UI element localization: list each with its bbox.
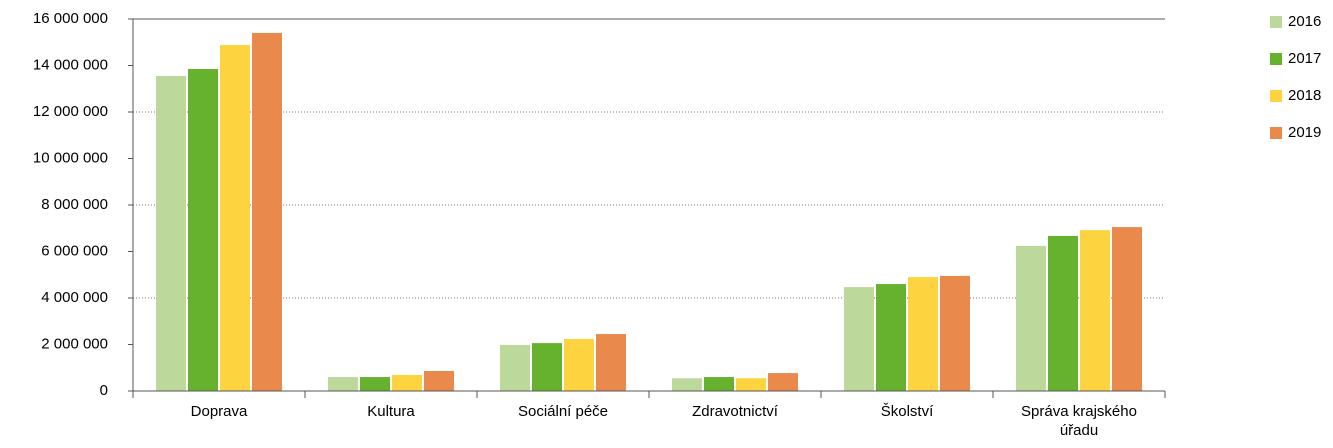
y-tick-label: 0 xyxy=(100,382,108,399)
bar xyxy=(424,371,454,391)
bar xyxy=(220,45,250,391)
legend-swatch xyxy=(1270,127,1282,139)
x-tick-label: Sociální péče xyxy=(517,403,609,420)
bar xyxy=(672,378,702,391)
y-tick-label: 4 000 000 xyxy=(41,289,108,306)
bar xyxy=(704,377,734,391)
bar xyxy=(1080,230,1110,391)
bar xyxy=(596,334,626,391)
bar xyxy=(532,343,562,391)
bar xyxy=(156,75,186,392)
legend-label: 2018 xyxy=(1288,87,1321,104)
x-tick-label: Doprava xyxy=(190,403,248,420)
bar xyxy=(908,277,938,391)
bar xyxy=(392,374,422,391)
legend-swatch xyxy=(1270,90,1282,102)
legend-swatch xyxy=(1270,53,1282,65)
bar xyxy=(500,344,530,391)
y-tick-label: 8 000 000 xyxy=(41,196,108,213)
bar xyxy=(1048,235,1078,391)
bar xyxy=(564,338,594,391)
x-tick-label: Zdravotnictví xyxy=(692,403,778,420)
bar xyxy=(844,287,874,391)
y-tick-label: 16 000 000 xyxy=(33,10,108,27)
bar xyxy=(252,32,282,391)
bar xyxy=(188,68,218,392)
bar xyxy=(736,378,766,391)
y-tick-label: 14 000 000 xyxy=(33,56,108,73)
legend-label: 2016 xyxy=(1288,13,1321,30)
bar xyxy=(768,373,798,391)
bar xyxy=(876,284,906,391)
legend-label: 2017 xyxy=(1288,50,1321,67)
bar xyxy=(328,377,358,391)
y-tick-label: 6 000 000 xyxy=(41,242,108,259)
y-tick-label: 10 000 000 xyxy=(33,149,108,166)
y-tick-label: 2 000 000 xyxy=(41,335,108,352)
x-tick-label: Školství xyxy=(880,403,934,420)
legend-label: 2019 xyxy=(1288,124,1321,141)
bar xyxy=(360,377,390,391)
x-tick-label: Správa krajského úřadu xyxy=(1021,403,1137,439)
bar xyxy=(1112,227,1142,391)
y-tick-label: 12 000 000 xyxy=(33,103,108,120)
x-tick-label: Kultura xyxy=(367,403,415,420)
bar xyxy=(1016,245,1046,391)
bar xyxy=(940,275,970,391)
legend-swatch xyxy=(1270,16,1282,28)
